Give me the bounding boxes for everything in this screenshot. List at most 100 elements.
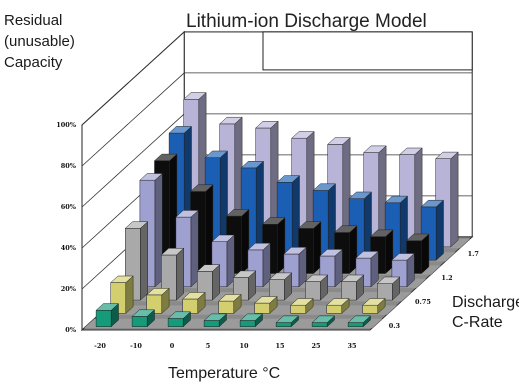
y-tick-label: 40%	[61, 244, 77, 252]
bar-top	[204, 150, 229, 158]
bar-front	[347, 322, 364, 327]
bar	[326, 297, 350, 314]
bar-top	[283, 247, 307, 255]
bar	[232, 270, 257, 301]
bar-top	[254, 296, 278, 304]
bar-top	[255, 121, 279, 129]
bar	[254, 295, 278, 314]
bar	[311, 315, 336, 328]
y-tick-label: 80%	[61, 162, 77, 170]
bar-front	[362, 304, 379, 314]
bar-top	[276, 175, 301, 183]
bar	[275, 315, 300, 328]
x-tick-label: 0	[170, 342, 175, 350]
bar-top	[304, 274, 329, 282]
bar	[218, 293, 242, 314]
z-axis-title-line-2: C-Rate	[452, 314, 503, 331]
bar-top	[435, 151, 459, 159]
z-tick-label: 0.3	[389, 322, 401, 330]
bar-top	[290, 298, 314, 306]
y-tick-label: 100%	[56, 121, 77, 129]
bar-top	[167, 311, 192, 319]
bar-top	[363, 145, 387, 153]
y-tick-label: 60%	[61, 203, 77, 211]
bar-front	[326, 304, 343, 314]
bar	[203, 313, 228, 328]
chart-title: Lithium-ion Discharge Model	[186, 11, 427, 32]
bar-top	[146, 288, 170, 296]
bar-top	[340, 274, 365, 282]
bar-front	[182, 298, 199, 314]
bar-top	[124, 221, 149, 229]
bar	[146, 287, 170, 314]
bar-front	[311, 322, 328, 327]
y-axis-title-line-3: Capacity	[4, 54, 63, 71]
bar-top	[203, 313, 228, 321]
x-tick-label: 5	[206, 342, 211, 350]
z-tick-label: 0.75	[415, 298, 431, 306]
bar-front	[95, 310, 112, 327]
bar-top	[399, 147, 423, 155]
bar-front	[305, 281, 321, 301]
bar-top	[347, 315, 372, 323]
x-tick-label: -10	[130, 342, 142, 350]
bar-top	[239, 313, 264, 321]
floor-stripe	[84, 318, 383, 328]
bar-top	[240, 161, 265, 169]
bar	[391, 252, 415, 288]
bar-front	[290, 304, 307, 314]
chart-bars	[95, 92, 459, 328]
bar-top	[232, 270, 257, 278]
bar	[304, 274, 329, 301]
bar	[376, 276, 401, 301]
bar	[182, 291, 206, 314]
x-tick-label: 10	[239, 342, 249, 350]
bar-top	[211, 234, 235, 242]
grid-line	[81, 72, 473, 167]
bar-top	[131, 309, 156, 317]
bar-top	[420, 199, 445, 208]
bar-top	[362, 298, 386, 306]
bar-top	[175, 210, 199, 218]
bar	[347, 315, 372, 328]
bar-front	[275, 322, 292, 327]
bar-top	[261, 217, 286, 225]
bar-top	[268, 272, 293, 280]
bar-front	[167, 318, 184, 327]
bar-top	[312, 183, 337, 191]
bar-top	[110, 275, 134, 283]
bar	[340, 274, 365, 301]
bar-front	[254, 302, 271, 314]
x-tick-label: -20	[94, 342, 106, 350]
bar-top	[376, 276, 401, 284]
bar-top	[311, 315, 336, 323]
x-tick-label: 15	[275, 342, 285, 350]
bar-top	[348, 191, 373, 199]
bar-top	[219, 116, 243, 125]
bar-top	[247, 242, 271, 251]
bar-top	[275, 315, 300, 323]
x-axis-title: Temperature °C	[168, 365, 281, 382]
bar-top	[405, 233, 430, 241]
bar	[290, 297, 314, 314]
y-tick-label: 20%	[61, 285, 77, 293]
bar-top	[384, 195, 409, 204]
y-axis-title-line-2: (unusable)	[4, 33, 75, 50]
bar	[131, 309, 156, 328]
floor-stripe	[98, 305, 398, 315]
bar-top	[139, 173, 163, 181]
bar-top	[183, 92, 207, 100]
bar	[110, 275, 134, 314]
bar-front	[239, 320, 256, 327]
bar-side	[450, 151, 459, 248]
bar-top	[297, 221, 322, 229]
bar-top	[153, 153, 178, 161]
bar-front	[131, 316, 148, 327]
bar-top	[218, 294, 242, 302]
bar-front	[218, 300, 235, 314]
bar-front	[341, 281, 357, 301]
y-axis-title: Residual (unusable) Capacity	[4, 10, 75, 73]
bar-top	[391, 253, 415, 261]
bar-top	[327, 137, 351, 145]
